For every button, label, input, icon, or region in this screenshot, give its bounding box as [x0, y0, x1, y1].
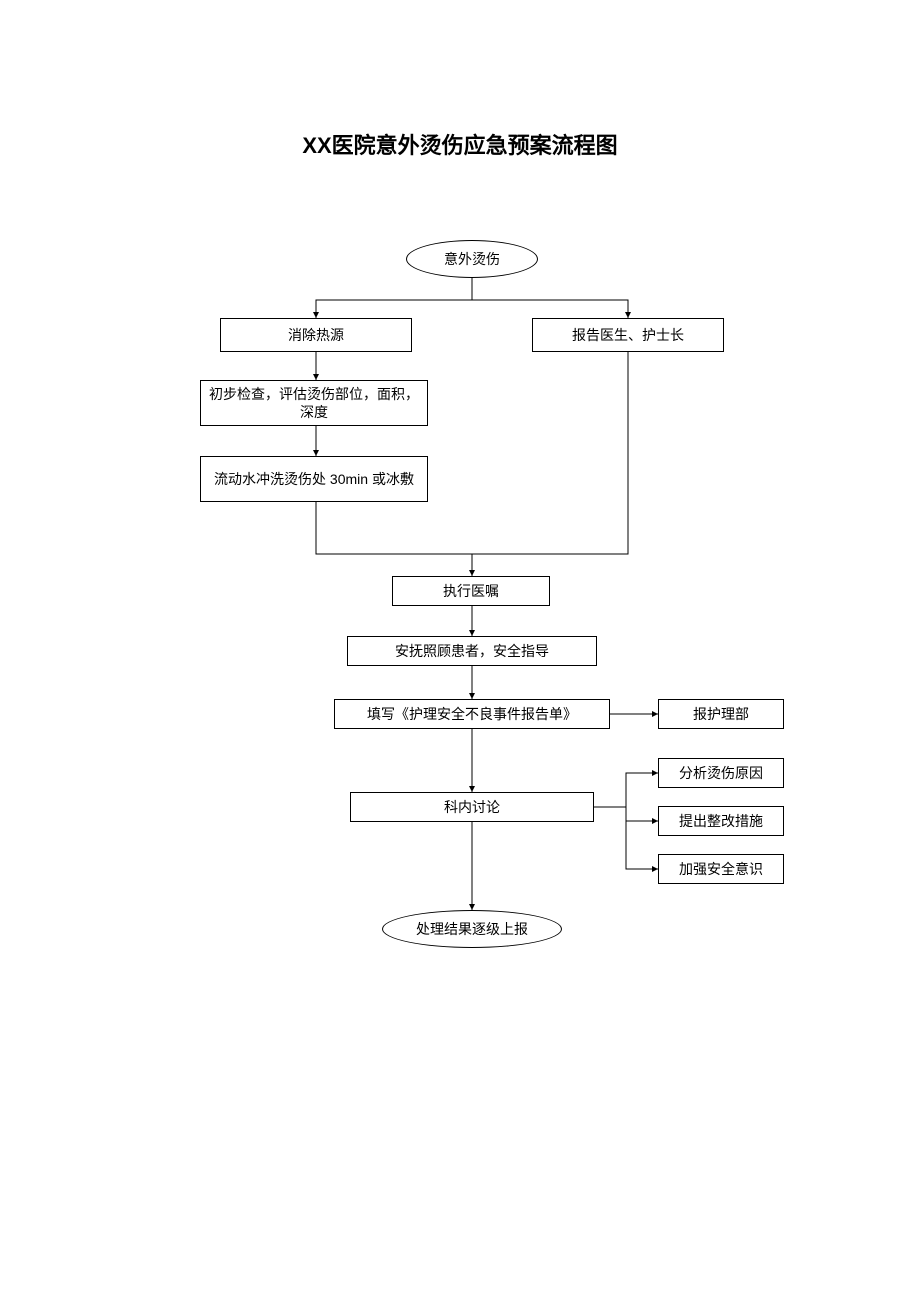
flowchart-node: 执行医嘱 [392, 576, 550, 606]
flowchart-node: 提出整改措施 [658, 806, 784, 836]
flowchart-node: 加强安全意识 [658, 854, 784, 884]
flowchart-node: 流动水冲洗烫伤处 30min 或冰敷 [200, 456, 428, 502]
flowchart-node: 报告医生、护士长 [532, 318, 724, 352]
flowchart-node: 消除热源 [220, 318, 412, 352]
flowchart-node: 报护理部 [658, 699, 784, 729]
flowchart-node: 分析烫伤原因 [658, 758, 784, 788]
flowchart-node: 初步检查，评估烫伤部位，面积，深度 [200, 380, 428, 426]
flowchart-node: 填写《护理安全不良事件报告单》 [334, 699, 610, 729]
document-title: XX医院意外烫伤应急预案流程图 [0, 128, 920, 160]
flowchart-node: 意外烫伤 [406, 240, 538, 278]
flowchart-node: 处理结果逐级上报 [382, 910, 562, 948]
flowchart-node: 科内讨论 [350, 792, 594, 822]
flowchart-node: 安抚照顾患者，安全指导 [347, 636, 597, 666]
